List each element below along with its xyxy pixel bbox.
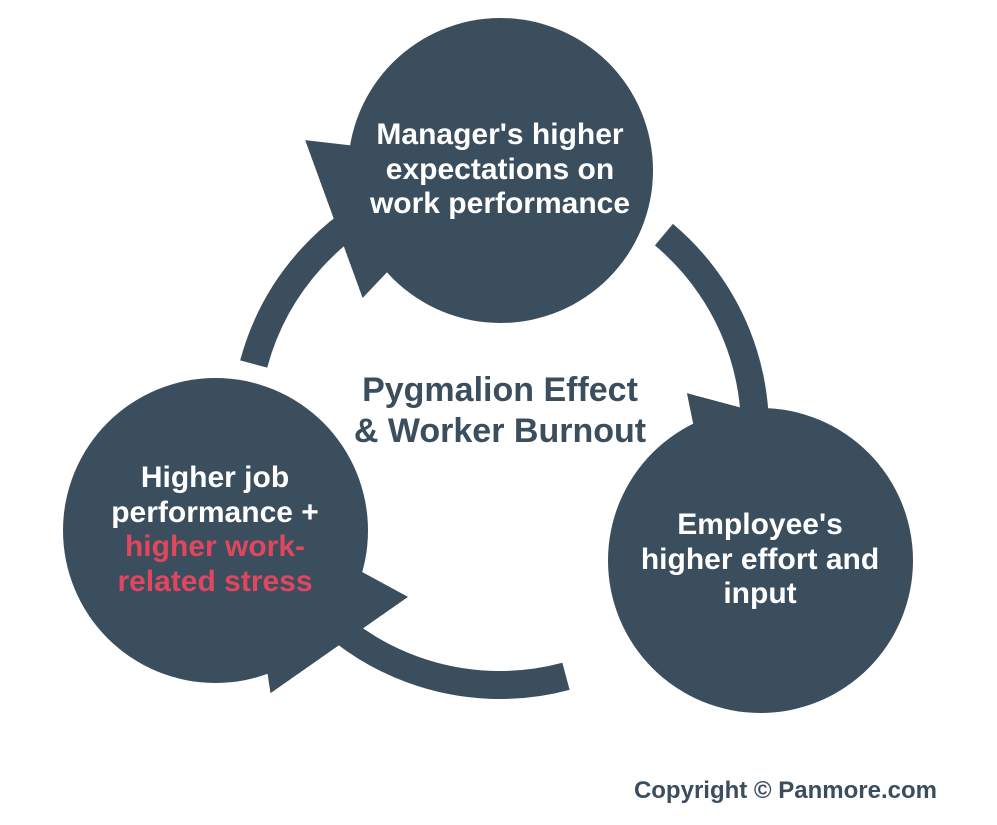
node-label: Employee's higher effort and input [628, 508, 893, 612]
copyright-text: Copyright © Panmore.com [634, 777, 937, 805]
node-label-accent: higher work-related stress [83, 530, 348, 599]
node-label: Higher job performance + higher work-rel… [83, 461, 348, 599]
node-label-primary: Higher job performance + [111, 461, 319, 529]
node-job-performance-stress: Higher job performance + higher work-rel… [63, 378, 368, 683]
node-employee-effort: Employee's higher effort and input [608, 408, 913, 713]
center-title-text: Pygmalion Effect & Worker Burnout [354, 371, 646, 450]
diagram-stage: Manager's higher expectations on work pe… [0, 0, 997, 825]
node-label: Manager's higher expectations on work pe… [368, 118, 633, 222]
center-title: Pygmalion Effect & Worker Burnout [350, 370, 650, 452]
node-manager-expectations: Manager's higher expectations on work pe… [348, 18, 653, 323]
